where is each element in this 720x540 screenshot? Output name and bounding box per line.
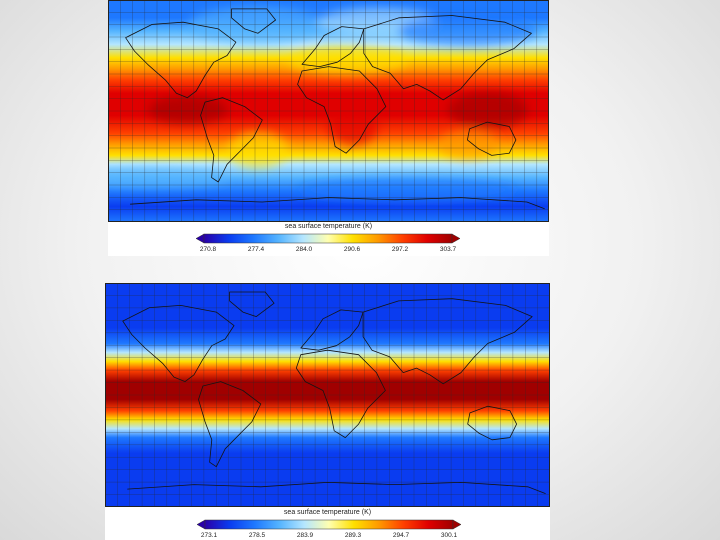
- greenland-outline: [229, 291, 275, 317]
- colorbar-tick-label: 278.5: [248, 532, 266, 539]
- africa-outline: [297, 66, 387, 154]
- antarctica-outline: [127, 482, 546, 494]
- sst-map-idealized: [105, 283, 550, 507]
- north-america-outline: [122, 305, 235, 382]
- colorbar-tick-label: 297.2: [391, 246, 409, 253]
- asia-outline: [362, 298, 533, 385]
- colorbar: [196, 519, 462, 530]
- coastline-outlines: [122, 291, 546, 494]
- colorbar: [195, 233, 461, 244]
- colorbar-min-arrow: [196, 519, 206, 530]
- europe-outline: [300, 309, 364, 351]
- colorbar-tick-label: 289.3: [344, 532, 362, 539]
- map-frame: [105, 283, 550, 507]
- colorbar-tick-label: 300.1: [440, 532, 458, 539]
- colorbar-tick-label: 270.8: [199, 246, 217, 253]
- colorbar-tick-label: 303.7: [439, 246, 457, 253]
- colorbar-tick-label: 277.4: [247, 246, 265, 253]
- south-america-outline: [200, 97, 263, 183]
- colorbar-ramp: [204, 519, 454, 530]
- colorbar-title: sea surface temperature (K): [284, 223, 373, 230]
- sst-map-observed-panel: sea surface temperature (K) 270.8 277.4 28…: [108, 0, 549, 256]
- south-america-outline: [198, 381, 262, 468]
- colorbar-max-arrow: [451, 233, 461, 244]
- sst-map-idealized-panel: sea surface temperature (K) 273.1 278.5 28…: [105, 283, 550, 540]
- colorbar-title: sea surface temperature (K): [283, 509, 372, 516]
- colorbar-tick-label: 290.6: [343, 246, 361, 253]
- north-america-outline: [125, 21, 237, 99]
- lat-lon-grid: [108, 0, 549, 222]
- europe-outline: [301, 26, 365, 67]
- asia-outline: [363, 15, 532, 101]
- australia-outline: [467, 121, 517, 156]
- greenland-outline: [231, 8, 276, 34]
- colorbar-min-arrow: [195, 233, 205, 244]
- colorbar-tick-label: 294.7: [392, 532, 410, 539]
- colorbar-tick-label: 284.0: [295, 246, 313, 253]
- antarctica-outline: [130, 197, 545, 210]
- coastline-outlines: [125, 8, 545, 210]
- colorbar-tick-label: 283.9: [296, 532, 314, 539]
- map-frame: [108, 0, 549, 222]
- colorbar-max-arrow: [452, 519, 462, 530]
- australia-outline: [467, 405, 517, 441]
- sst-map-observed: [108, 0, 549, 222]
- africa-outline: [295, 349, 386, 438]
- colorbar-tick-label: 273.1: [200, 532, 218, 539]
- colorbar-ramp: [203, 233, 453, 244]
